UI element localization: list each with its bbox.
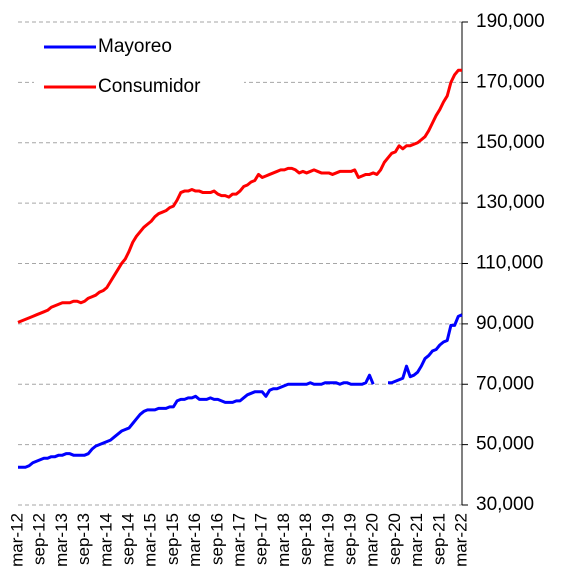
x-tick-label: mar-15 [141, 513, 160, 567]
x-tick-label: sep-18 [296, 513, 315, 565]
legend-label: Consumidor [98, 76, 201, 97]
legend-label: Mayoreo [98, 36, 172, 57]
x-tick-label: sep-17 [252, 513, 271, 565]
x-tick-label: sep-13 [74, 513, 93, 565]
x-tick-label: mar-16 [185, 513, 204, 567]
x-tick-label: sep-14 [118, 513, 137, 565]
x-tick-label: mar-17 [229, 513, 248, 567]
y-tick-label: 50,000 [476, 434, 534, 455]
x-tick-label: sep-19 [340, 513, 359, 565]
x-tick-label: mar-20 [363, 513, 382, 567]
x-tick-label: sep-20 [385, 513, 404, 565]
x-tick-label: mar-22 [451, 513, 470, 567]
line-series [18, 313, 463, 469]
y-tick-label: 70,000 [476, 373, 534, 394]
line-series [17, 68, 462, 324]
x-tick-label: mar-12 [7, 513, 26, 567]
y-tick-label: 190,000 [476, 11, 545, 32]
x-tick-label: sep-15 [163, 513, 182, 565]
x-tick-label: mar-19 [318, 513, 337, 567]
x-tick-label: mar-21 [407, 513, 426, 567]
y-tick-label: 130,000 [476, 192, 545, 213]
y-tick-label: 110,000 [476, 253, 543, 274]
x-tick-label: mar-18 [274, 513, 293, 567]
x-tick-label: sep-16 [207, 513, 226, 565]
x-tick-label: sep-21 [429, 513, 448, 565]
y-tick-label: 30,000 [476, 494, 534, 515]
legend-box [34, 30, 244, 106]
y-tick-label: 150,000 [476, 132, 545, 153]
y-tick-label: 90,000 [476, 313, 534, 334]
x-tick-label: mar-13 [52, 513, 71, 567]
x-tick-label: sep-12 [30, 513, 49, 565]
y-tick-label: 170,000 [476, 71, 545, 92]
x-tick-label: mar-14 [96, 513, 115, 567]
